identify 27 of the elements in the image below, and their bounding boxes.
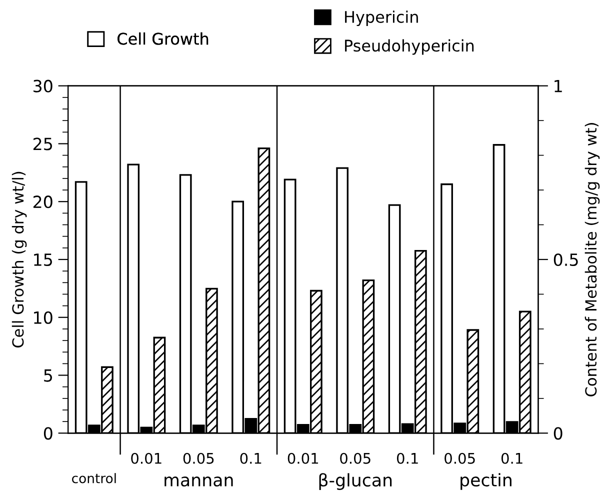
y2-tick-label: 0.5 (554, 253, 578, 266)
legend-label: Cell Growth (118, 32, 208, 45)
x-tick-label: 0.01 (288, 452, 318, 464)
text: β-glucan (319, 473, 392, 490)
x-tick-label: 0.1 (396, 452, 418, 464)
text: pectin (460, 473, 512, 490)
text: mannan (164, 476, 233, 487)
x-tick-label: 0.01 (131, 452, 162, 464)
y-axis-title: Cell Growth (g dry wt/l) (12, 172, 27, 348)
y-tick-label: 0 (44, 427, 52, 440)
y-tick-label: 10 (34, 311, 52, 324)
y-tick-label: 20 (33, 196, 52, 208)
y-tick-label: 25 (33, 138, 52, 150)
x-tick-label: 0.1 (501, 452, 522, 464)
x-tick-label: 0.1 (240, 452, 262, 464)
x-tick-label: 0.05 (444, 452, 475, 464)
text: control (72, 473, 116, 484)
y2-tick-label: 0 (554, 427, 562, 440)
y-tick-label: 30 (34, 80, 52, 92)
x-tick-label: 0.05 (183, 452, 214, 464)
y2-axis-title: Content of Metabolite (mg/g dry wt) (584, 123, 600, 396)
y-tick-label: 5 (44, 369, 52, 382)
legend-label: Hypericin (345, 10, 418, 26)
y-tick-label: 15 (34, 254, 52, 266)
y2-tick-label: 1 (554, 80, 562, 92)
legend-label: Pseudohypericin (345, 39, 474, 55)
x-tick-label: 0.05 (340, 452, 370, 464)
